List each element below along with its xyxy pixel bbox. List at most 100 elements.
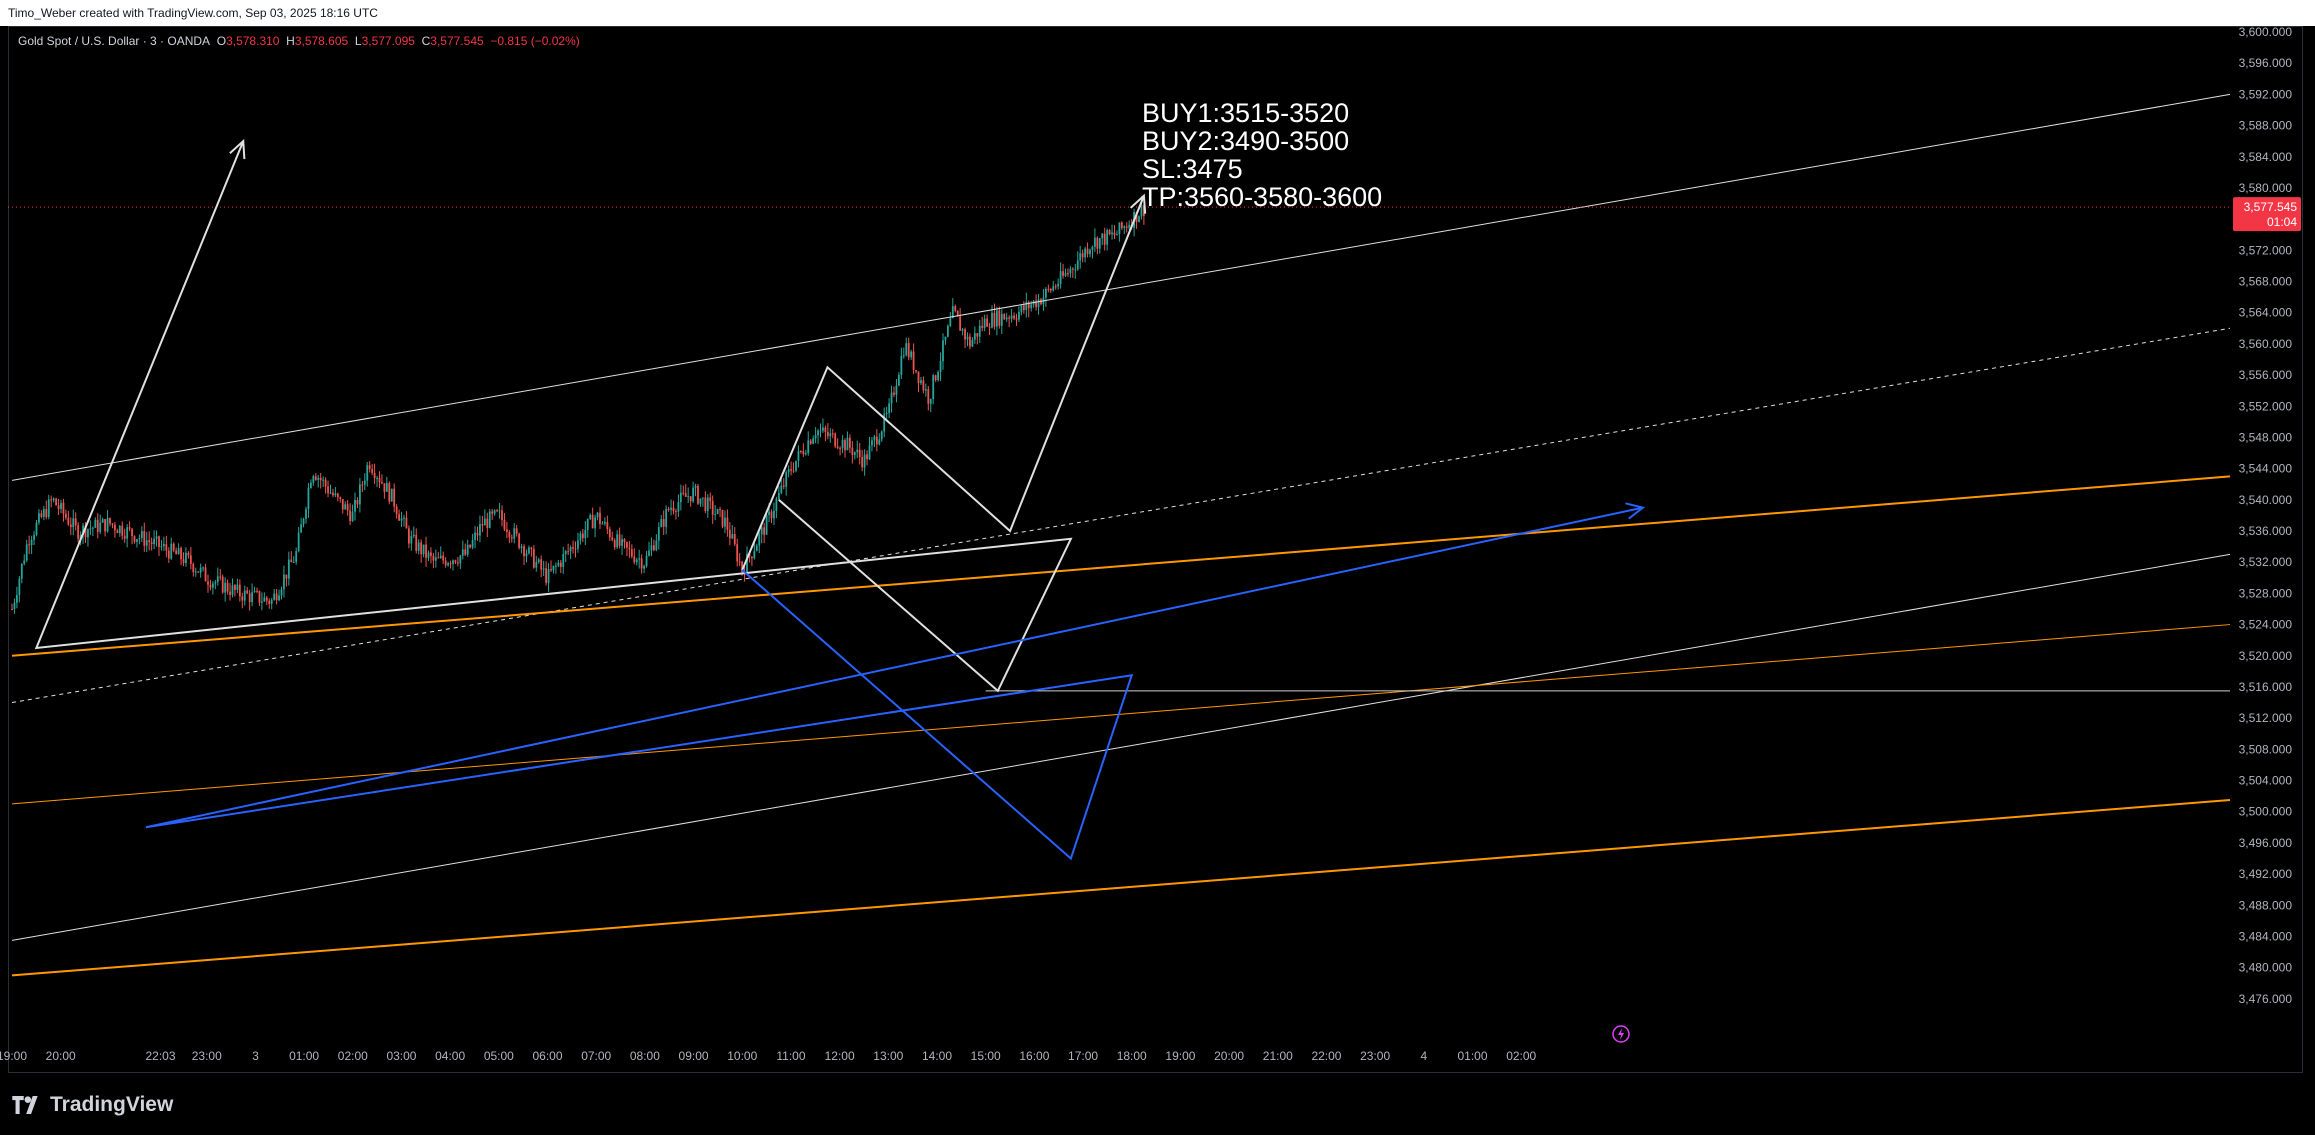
x-tick-label: 20:00 xyxy=(46,1049,76,1063)
candle-body xyxy=(454,560,457,563)
candle-body xyxy=(763,527,766,535)
candle-body xyxy=(177,548,180,555)
candle-body xyxy=(535,562,538,568)
candle-body xyxy=(679,492,682,503)
candle-body xyxy=(18,578,21,596)
candle-body xyxy=(388,483,391,502)
candle-body xyxy=(496,510,498,512)
y-tick-label: 3,500.000 xyxy=(2239,805,2293,819)
y-tick-label: 3,504.000 xyxy=(2239,774,2293,788)
candle-body xyxy=(459,555,462,564)
candle-body xyxy=(998,310,1001,326)
candle-body xyxy=(226,582,229,592)
candle-body xyxy=(471,540,474,548)
candle-body xyxy=(202,567,204,569)
candle-body xyxy=(907,343,910,358)
y-tick-label: 3,584.000 xyxy=(2239,150,2293,164)
candle-body xyxy=(1035,300,1037,308)
candle-body xyxy=(106,517,109,532)
candle-body xyxy=(942,340,944,362)
candle-body xyxy=(711,501,714,515)
projection-arrowhead xyxy=(229,139,246,160)
candle-body xyxy=(241,596,244,601)
candle-body xyxy=(692,487,694,502)
x-tick-label: 4 xyxy=(1420,1049,1427,1063)
candle-body xyxy=(530,547,533,550)
candle-body xyxy=(207,581,209,585)
candle-body xyxy=(246,590,249,594)
candle-body xyxy=(261,601,263,603)
candle-body xyxy=(25,544,28,561)
price-chart[interactable]: 3,600.000 3,596.000 3,592.000 3,588.000 3,58… xyxy=(0,26,2315,1073)
candle-body xyxy=(640,558,643,569)
candle-body xyxy=(792,470,795,472)
candle-body xyxy=(329,492,332,494)
x-tick-label: 09:00 xyxy=(679,1049,709,1063)
candle-body xyxy=(187,552,190,556)
candle-body xyxy=(934,375,937,381)
candle-body xyxy=(616,534,619,548)
candle-body xyxy=(1089,249,1091,255)
candle-body xyxy=(981,325,984,328)
candle-body xyxy=(385,483,388,492)
candle-body xyxy=(836,446,839,449)
candle-body xyxy=(165,544,168,551)
candle-body xyxy=(753,551,756,559)
candle-body xyxy=(790,469,792,471)
candle-body xyxy=(351,511,354,522)
candle-body xyxy=(265,597,268,601)
candle-body xyxy=(300,524,302,533)
candle-body xyxy=(336,493,339,498)
candle-body xyxy=(993,312,996,327)
candle-body xyxy=(35,522,38,535)
candle-body xyxy=(545,568,547,583)
candle-body xyxy=(721,509,724,527)
candle-body xyxy=(393,488,396,507)
candle-body xyxy=(327,486,329,494)
axes-layer: 3,600.000 3,596.000 3,592.000 3,588.000 3,58… xyxy=(0,26,2292,1063)
candle-body xyxy=(1027,301,1030,309)
candle-body xyxy=(770,511,773,519)
candle-body xyxy=(69,524,72,528)
candle-body xyxy=(422,544,425,555)
candle-body xyxy=(192,563,195,572)
y-tick-label: 3,476.000 xyxy=(2239,992,2293,1006)
tradingview-logo[interactable]: TradingView xyxy=(12,1093,173,1117)
candle-body xyxy=(1069,268,1072,274)
candle-body xyxy=(52,498,55,501)
candle-body xyxy=(57,505,60,509)
close-label: C xyxy=(421,34,431,48)
candle-body xyxy=(1111,232,1113,235)
x-tick-label: 06:00 xyxy=(533,1049,563,1063)
candle-body xyxy=(785,472,788,487)
candle-body xyxy=(988,326,991,328)
candle-body xyxy=(258,590,261,603)
candle-body xyxy=(775,499,778,511)
x-tick-label: 14:00 xyxy=(922,1049,952,1063)
x-tick-label: 07:00 xyxy=(581,1049,611,1063)
candle-body xyxy=(1103,233,1106,245)
candle-body xyxy=(841,439,844,449)
attribution-text: Timo_Weber created with TradingView.com,… xyxy=(8,6,378,20)
x-tick-label: 10:00 xyxy=(727,1049,757,1063)
candle-body xyxy=(866,454,868,460)
candle-body xyxy=(283,574,285,590)
candle-body xyxy=(513,528,516,539)
high-value: 3,578.605 xyxy=(294,34,349,48)
candle-body xyxy=(430,552,432,556)
candle-body xyxy=(415,534,418,551)
candle-body xyxy=(996,310,998,327)
candle-body xyxy=(62,502,65,514)
candle-body xyxy=(236,584,239,590)
candle-body xyxy=(738,561,741,563)
candle-body xyxy=(812,438,815,444)
candle-body xyxy=(618,534,621,546)
candle-body xyxy=(839,448,841,450)
candle-body xyxy=(905,343,908,356)
candle-body xyxy=(121,525,124,536)
candle-body xyxy=(1005,317,1008,320)
candle-body xyxy=(84,525,87,538)
candle-body xyxy=(638,558,641,560)
lightning-icon xyxy=(1612,1025,1630,1043)
y-tick-label: 3,520.000 xyxy=(2239,649,2293,663)
